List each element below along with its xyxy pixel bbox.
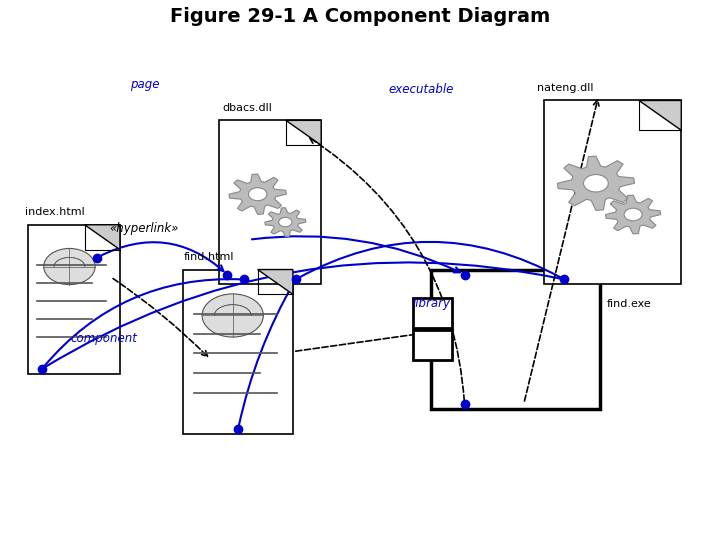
FancyBboxPatch shape bbox=[219, 120, 321, 285]
Text: find.exe: find.exe bbox=[607, 299, 652, 309]
Text: component: component bbox=[71, 332, 138, 345]
FancyBboxPatch shape bbox=[413, 298, 451, 328]
Polygon shape bbox=[229, 174, 287, 214]
FancyBboxPatch shape bbox=[184, 269, 293, 434]
Text: nateng.dll: nateng.dll bbox=[536, 83, 593, 93]
FancyBboxPatch shape bbox=[544, 100, 681, 285]
FancyBboxPatch shape bbox=[431, 269, 600, 409]
FancyBboxPatch shape bbox=[28, 225, 120, 374]
Text: find.html: find.html bbox=[184, 252, 234, 262]
Circle shape bbox=[202, 294, 264, 337]
Circle shape bbox=[44, 248, 95, 285]
Polygon shape bbox=[265, 208, 306, 237]
Text: dbacs.dll: dbacs.dll bbox=[222, 103, 272, 113]
Polygon shape bbox=[639, 100, 681, 130]
Polygon shape bbox=[258, 269, 293, 294]
Polygon shape bbox=[606, 195, 661, 234]
Polygon shape bbox=[557, 156, 634, 211]
Title: Figure 29-1 A Component Diagram: Figure 29-1 A Component Diagram bbox=[170, 7, 550, 26]
FancyBboxPatch shape bbox=[413, 330, 451, 360]
Polygon shape bbox=[85, 225, 120, 249]
Circle shape bbox=[279, 218, 292, 227]
Circle shape bbox=[624, 208, 642, 221]
Polygon shape bbox=[286, 120, 321, 145]
Text: page: page bbox=[130, 78, 160, 91]
Text: «hyperlink»: «hyperlink» bbox=[109, 222, 179, 235]
Text: executable: executable bbox=[388, 83, 454, 96]
Text: library: library bbox=[413, 297, 451, 310]
Circle shape bbox=[583, 174, 608, 192]
Circle shape bbox=[248, 188, 267, 201]
Text: index.html: index.html bbox=[24, 207, 84, 217]
